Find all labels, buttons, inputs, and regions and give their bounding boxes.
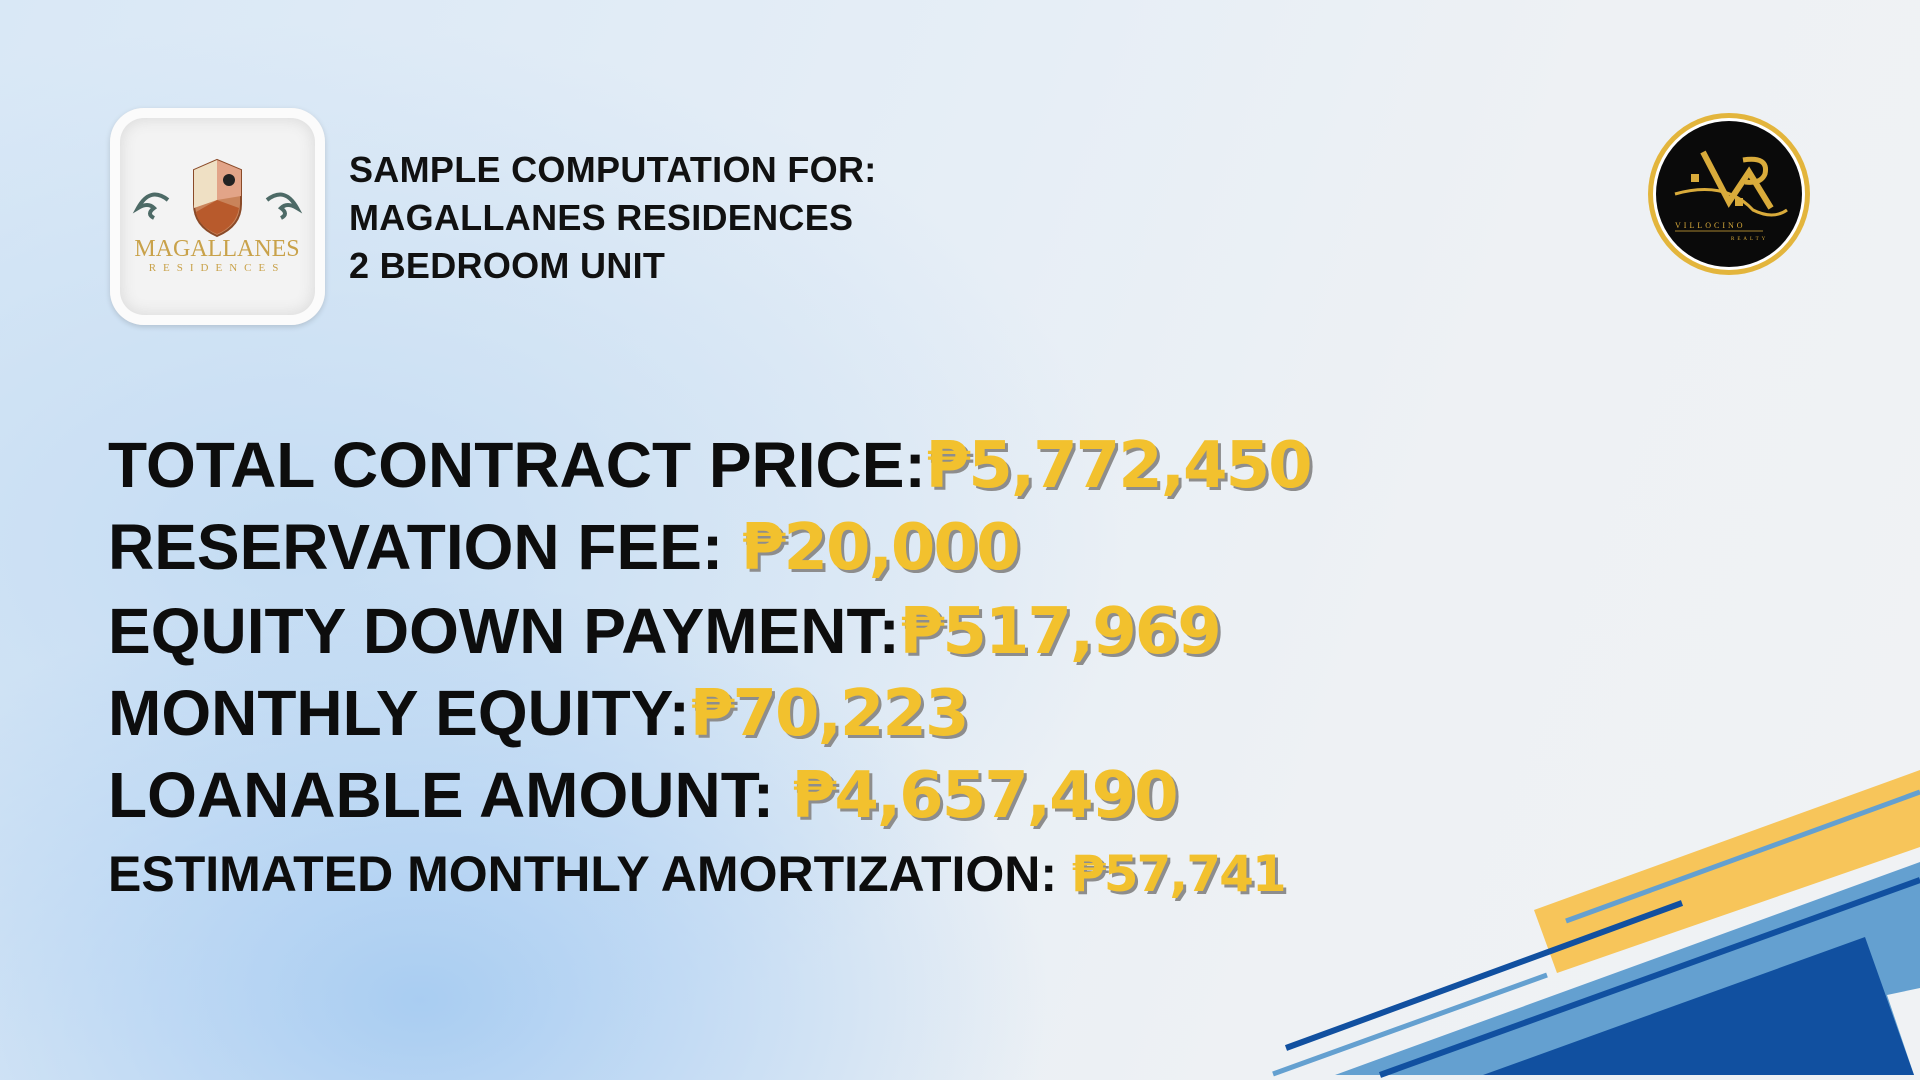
total-contract-price-row: TOTAL CONTRACT PRICE:₱5,772,450 [108,433,1313,498]
equity-down-payment-value: ₱517,969 [899,595,1222,669]
loanable-amount-row: LOANABLE AMOUNT: ₱4,657,490 [108,763,1179,828]
row-label: RESERVATION FEE: [108,511,724,583]
header-line-1: SAMPLE COMPUTATION FOR: [349,149,877,190]
blue-line-in-yellow [1565,789,1920,924]
crest-icon: MAGALLANES RESIDENCES [132,158,303,274]
villocino-realty-logo: VILLOCINO REALTY [1648,113,1810,275]
equity-down-payment-row: EQUITY DOWN PAYMENT:₱517,969 [108,599,1222,664]
svg-text:MAGALLANES: MAGALLANES [134,236,299,262]
dark-blue-line [1284,900,1684,1051]
row-label: EQUITY DOWN PAYMENT: [108,595,900,667]
svg-text:VILLOCINO: VILLOCINO [1675,221,1746,230]
svg-text:RESIDENCES: RESIDENCES [149,262,286,274]
dark-blue-triangle [1483,937,1914,1075]
dark-blue-line-in-band [1378,877,1920,1078]
row-label: ESTIMATED MONTHLY AMORTIZATION: [108,846,1058,902]
row-label: TOTAL CONTRACT PRICE: [108,429,926,501]
reservation-fee-row: RESERVATION FEE: ₱20,000 [108,515,1020,580]
magallanes-logo: MAGALLANES RESIDENCES [110,108,325,325]
header-project-name: MAGALLANES RESIDENCES [349,197,854,238]
svg-text:REALTY: REALTY [1731,237,1768,242]
monthly-amortization-value: ₱57,741 [1070,845,1287,903]
light-blue-line [1272,972,1548,1077]
monthly-equity-value: ₱70,223 [689,677,969,751]
reservation-fee-value: ₱20,000 [740,511,1020,585]
monthly-equity-row: MONTHLY EQUITY:₱70,223 [108,681,969,746]
row-label: MONTHLY EQUITY: [108,677,690,749]
row-label: LOANABLE AMOUNT: [108,759,774,831]
total-contract-price-value: ₱5,772,450 [925,429,1313,503]
header-unit-type: 2 BEDROOM UNIT [349,245,666,286]
loanable-amount-value: ₱4,657,490 [791,759,1179,833]
monthly-amortization-row: ESTIMATED MONTHLY AMORTIZATION: ₱57,741 [108,846,1287,902]
